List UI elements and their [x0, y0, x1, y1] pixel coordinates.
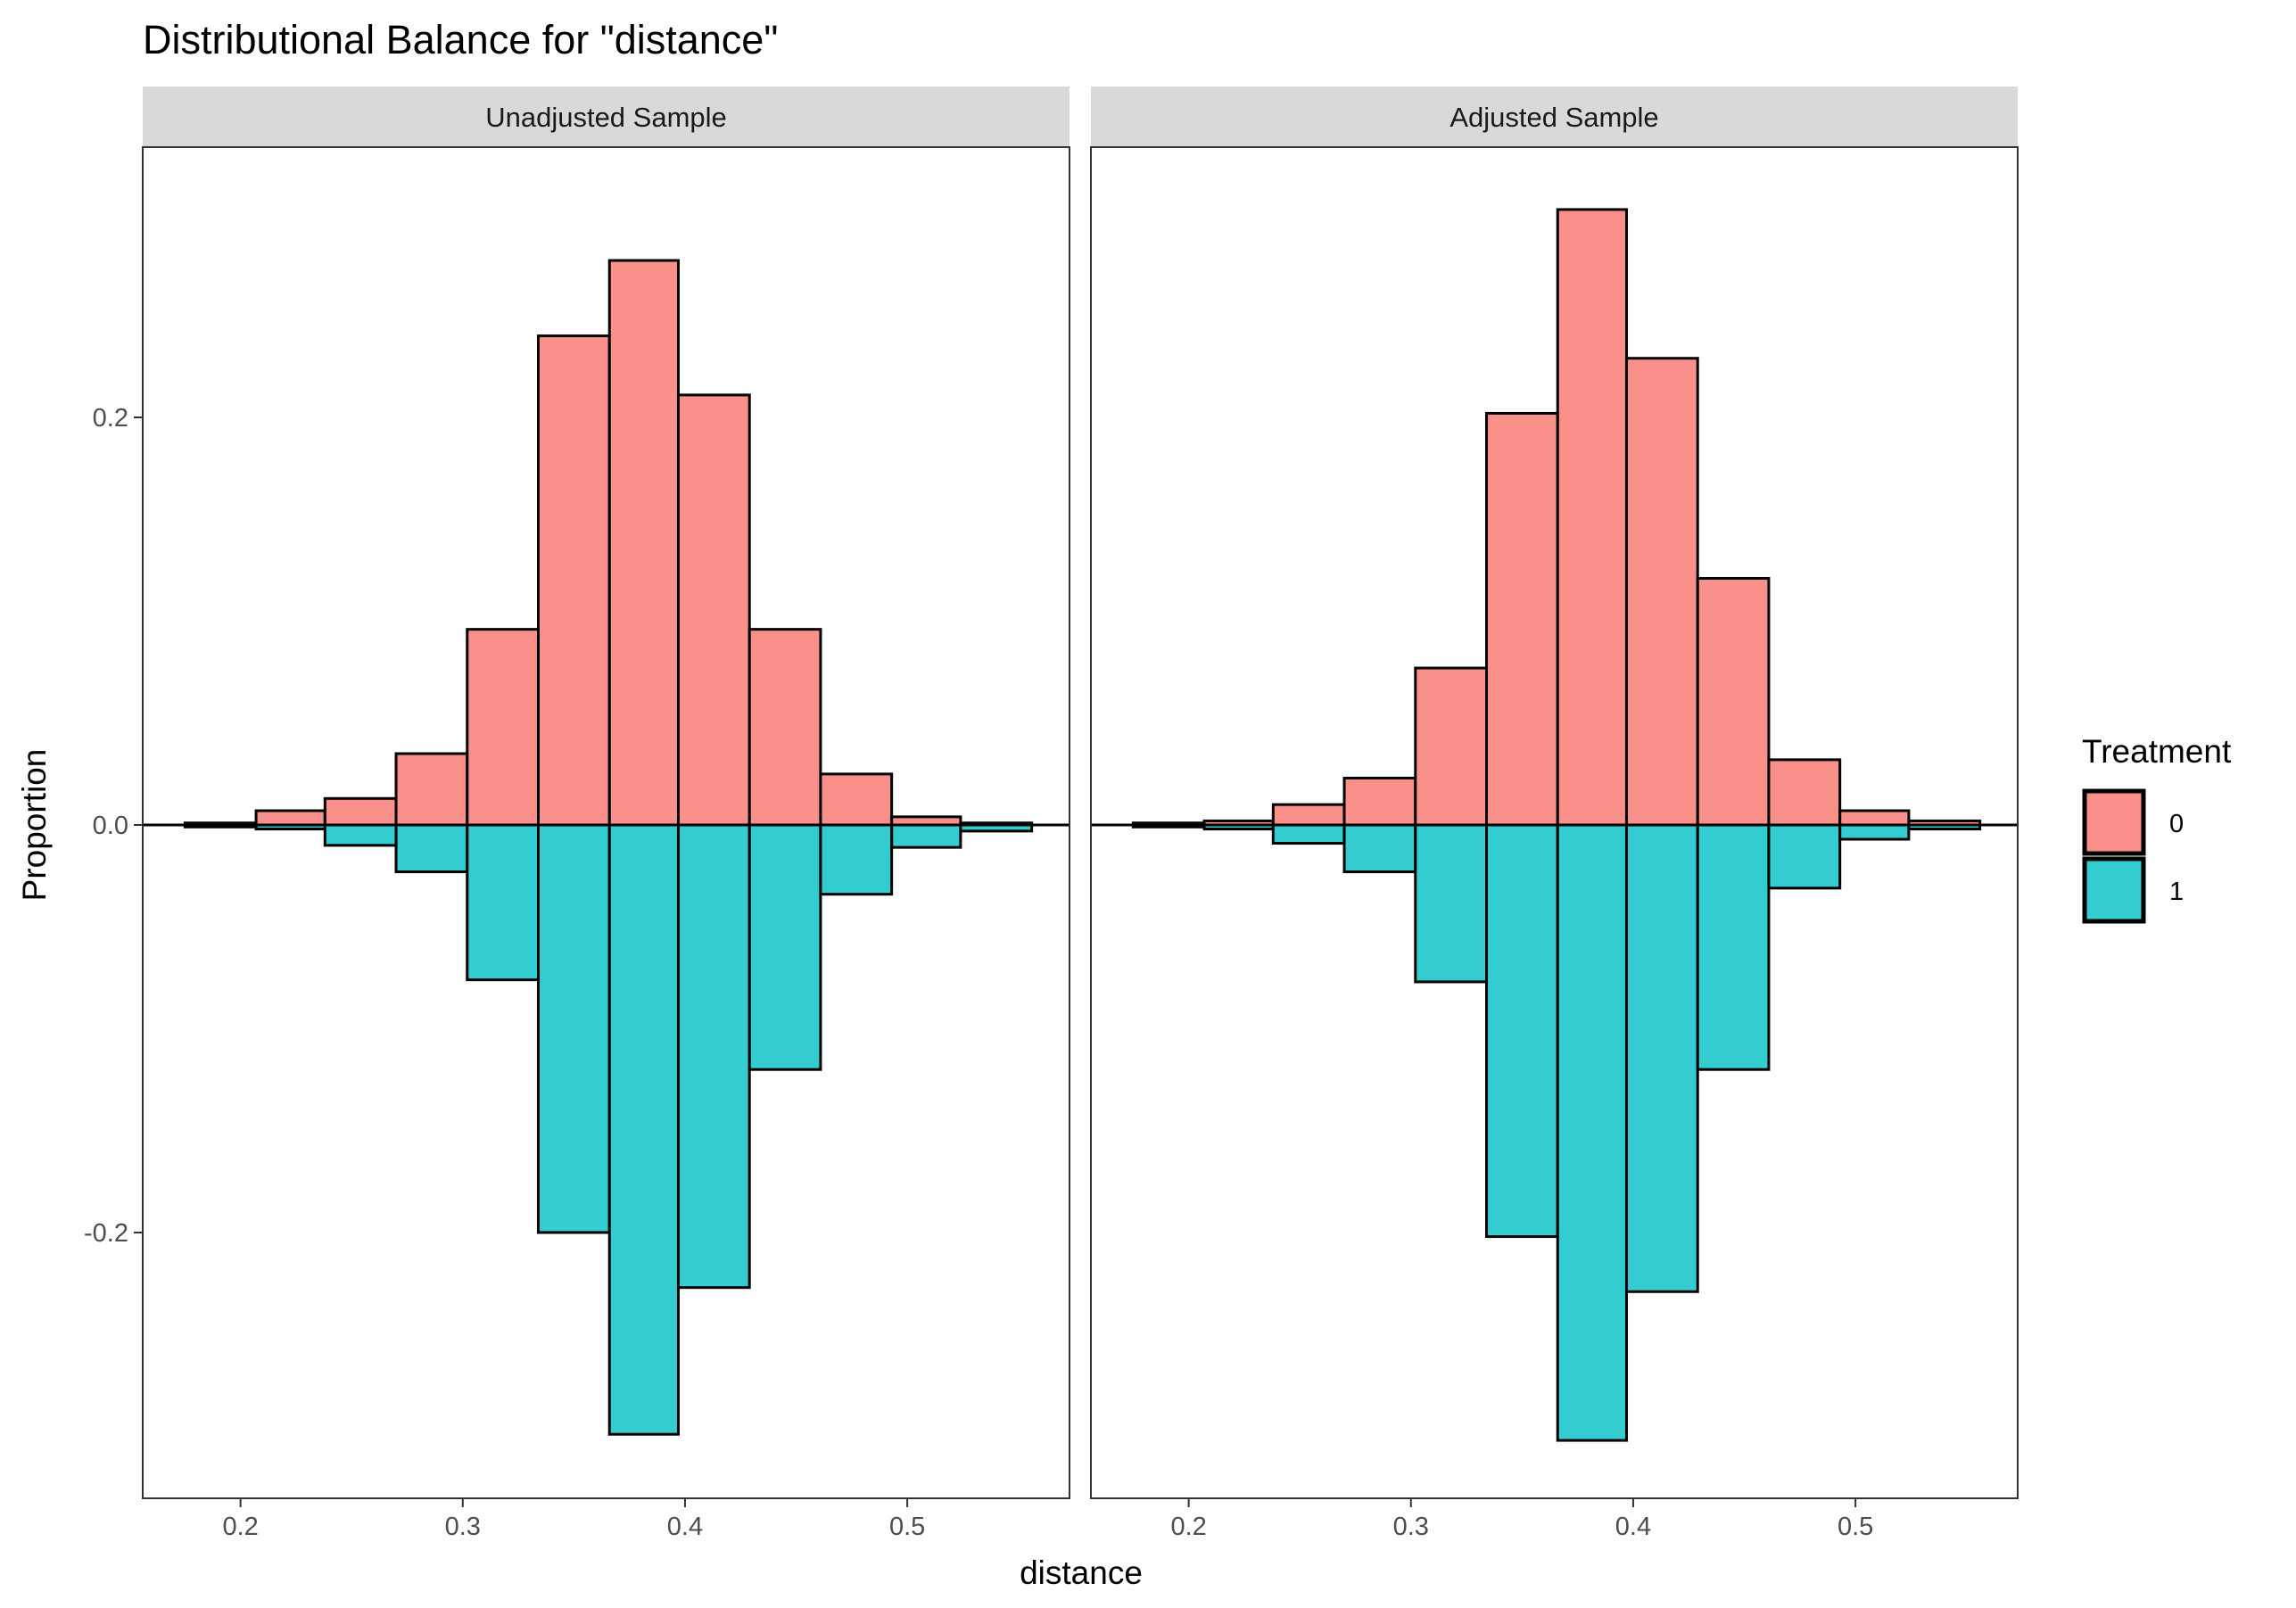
- facet-strip: [143, 87, 1070, 147]
- histogram-bar-treatment-0: [819, 772, 894, 827]
- x-tick-label: 0.2: [222, 1513, 258, 1541]
- histogram-bar-treatment-1: [537, 823, 611, 1234]
- y-tick-label: -0.2: [84, 1219, 128, 1248]
- histogram-bar-treatment-0: [466, 628, 541, 827]
- x-tick-label: 0.5: [1838, 1513, 1873, 1541]
- x-axis-title: distance: [1020, 1554, 1143, 1591]
- histogram-bar-treatment-1: [1624, 823, 1699, 1293]
- histogram-bar-treatment-1: [676, 823, 751, 1290]
- histogram-bar-treatment-0: [1624, 357, 1699, 827]
- histogram-bar-treatment-1: [1271, 823, 1346, 845]
- histogram-bar-treatment-1: [1342, 823, 1417, 874]
- facet-strip-label: Unadjusted Sample: [485, 102, 727, 133]
- histogram-bar-treatment-0: [676, 393, 751, 827]
- histogram-bar-treatment-0: [1696, 577, 1771, 827]
- histogram-bar-treatment-1: [890, 823, 962, 849]
- histogram-bar-treatment-1: [466, 823, 541, 982]
- histogram-bar-treatment-0: [537, 334, 611, 827]
- histogram-bar-treatment-1: [1838, 823, 1911, 841]
- x-tick-label: 0.4: [667, 1513, 703, 1541]
- histogram-bar-treatment-0: [1556, 208, 1628, 827]
- x-tick-label: 0.5: [889, 1513, 925, 1541]
- histogram-bar-treatment-0: [1485, 411, 1559, 827]
- x-tick-label: 0.2: [1170, 1513, 1206, 1541]
- legend-key-treatment-0: [2082, 788, 2146, 856]
- facet-panel: Adjusted Sample 0.2 0.3 0.4 0.5: [1090, 87, 2019, 1541]
- histogram-bar-treatment-1: [1556, 823, 1628, 1442]
- histogram-bar-treatment-0: [1342, 776, 1417, 827]
- y-tick-label: 0.0: [93, 812, 128, 840]
- histogram-bar-treatment-1: [394, 823, 469, 874]
- y-axis-title: Proportion: [16, 749, 53, 902]
- facet-strip-label: Adjusted Sample: [1449, 102, 1658, 133]
- histogram-bar-treatment-0: [323, 796, 398, 827]
- histogram-bar-treatment-0: [254, 809, 326, 827]
- histogram-bar-treatment-1: [819, 823, 894, 896]
- legend-title: Treatment: [2082, 733, 2232, 770]
- x-tick-label: 0.3: [1393, 1513, 1429, 1541]
- chart-title: Distributional Balance for "distance": [143, 17, 778, 62]
- facet-panel: Unadjusted Sample 0.2 0.3 0.4 0.5 -0.2 0.0 0.2: [84, 87, 1070, 1541]
- histogram-bar-treatment-0: [1838, 809, 1911, 827]
- legend: Treatment 0 1: [2082, 733, 2232, 924]
- histogram-bar-treatment-1: [323, 823, 398, 847]
- histogram-bar-treatment-1: [1767, 823, 1842, 890]
- histogram-bar-treatment-1: [1485, 823, 1559, 1239]
- histogram-bar-treatment-1: [1696, 823, 1771, 1071]
- histogram-bar-treatment-1: [1414, 823, 1489, 984]
- x-tick-label: 0.4: [1615, 1513, 1651, 1541]
- legend-key-treatment-1: [2082, 856, 2146, 924]
- histogram-bar-treatment-0: [394, 752, 469, 827]
- histogram-bar-treatment-0: [1767, 758, 1842, 827]
- histogram-bar-treatment-1: [607, 823, 680, 1436]
- legend-label: 0: [2169, 810, 2184, 838]
- y-tick-label: 0.2: [93, 404, 128, 433]
- histogram-bar-treatment-0: [747, 628, 822, 827]
- panel-border: [142, 146, 1070, 1499]
- histogram-bar-treatment-0: [1271, 803, 1346, 827]
- legend-label: 1: [2169, 878, 2184, 906]
- facet-strip: [1091, 87, 2018, 147]
- histogram-bar-treatment-0: [1414, 666, 1489, 827]
- x-tick-label: 0.3: [445, 1513, 481, 1541]
- histogram-bar-treatment-1: [747, 823, 822, 1071]
- panel-border: [1090, 146, 2019, 1499]
- histogram-bar-treatment-0: [607, 259, 680, 827]
